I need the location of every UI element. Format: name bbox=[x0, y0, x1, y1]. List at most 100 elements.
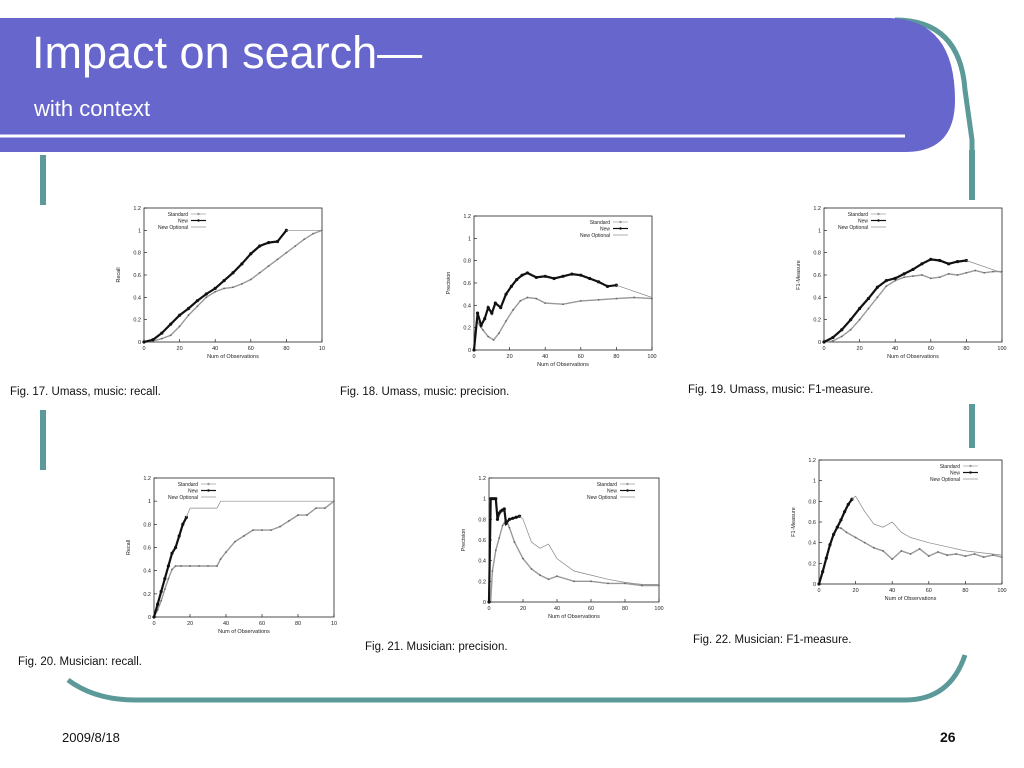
x-tick-label: 80 bbox=[622, 606, 628, 612]
data-point bbox=[522, 557, 524, 560]
data-point bbox=[178, 325, 181, 328]
legend-label: New Optional bbox=[930, 477, 960, 483]
data-point bbox=[486, 305, 490, 310]
data-point bbox=[588, 276, 592, 281]
y-tick-label: 0.8 bbox=[133, 251, 141, 257]
x-tick-label: 40 bbox=[223, 621, 229, 627]
legend-marker bbox=[197, 219, 200, 222]
data-point bbox=[858, 306, 862, 311]
data-point bbox=[938, 276, 941, 279]
y-tick-label: 0.8 bbox=[463, 259, 471, 265]
x-tick-label: 60 bbox=[578, 354, 584, 360]
data-point bbox=[918, 547, 921, 550]
data-point bbox=[152, 615, 156, 619]
x-tick-label: 100 bbox=[647, 354, 656, 360]
data-point bbox=[894, 279, 897, 282]
data-point bbox=[543, 274, 547, 278]
data-point bbox=[912, 275, 914, 278]
series-standard bbox=[823, 269, 1003, 343]
data-point bbox=[495, 517, 500, 521]
data-point bbox=[275, 239, 280, 244]
data-point bbox=[824, 556, 828, 560]
series-new-optional bbox=[616, 284, 653, 298]
data-point bbox=[321, 229, 323, 232]
data-point bbox=[507, 517, 511, 521]
frame-right-bar-bottom bbox=[969, 404, 975, 448]
data-point bbox=[160, 599, 163, 602]
legend-label: New bbox=[950, 470, 960, 476]
data-point bbox=[597, 298, 600, 301]
legend-marker bbox=[197, 212, 200, 216]
data-point bbox=[525, 271, 529, 275]
x-tick-label: 40 bbox=[542, 354, 548, 360]
data-point bbox=[504, 292, 508, 296]
legend-marker bbox=[969, 464, 972, 468]
data-point bbox=[556, 575, 558, 578]
legend-label: Standard bbox=[168, 212, 189, 218]
data-point bbox=[927, 555, 930, 557]
data-point bbox=[1001, 270, 1003, 273]
x-tick-label: 100 bbox=[997, 588, 1006, 594]
data-point bbox=[822, 340, 826, 344]
series-standard bbox=[153, 500, 335, 618]
y-tick-label: 1.2 bbox=[808, 458, 816, 464]
data-point bbox=[204, 292, 208, 296]
y-tick-label: 0.4 bbox=[478, 559, 486, 565]
x-tick-label: 0 bbox=[822, 346, 825, 352]
y-tick-label: 0.2 bbox=[478, 579, 486, 585]
y-tick-label: 0.4 bbox=[143, 569, 151, 575]
legend-label: New bbox=[188, 488, 198, 494]
data-point bbox=[207, 565, 209, 567]
y-tick-label: 0 bbox=[818, 340, 821, 346]
data-point bbox=[169, 334, 172, 337]
y-tick-label: 0.6 bbox=[813, 273, 821, 279]
data-point bbox=[156, 602, 160, 606]
caption-fig17: Fig. 17. Umass, music: recall. bbox=[10, 386, 161, 398]
data-point bbox=[231, 271, 235, 275]
series-line bbox=[616, 284, 653, 298]
data-point bbox=[312, 232, 314, 235]
data-point bbox=[893, 276, 897, 280]
series-line bbox=[153, 500, 335, 618]
legend-label: Standard bbox=[590, 220, 611, 226]
data-point bbox=[973, 553, 976, 555]
data-point bbox=[213, 286, 217, 290]
data-point bbox=[502, 507, 506, 511]
data-point bbox=[624, 582, 626, 585]
data-point bbox=[504, 521, 508, 526]
data-point bbox=[315, 507, 317, 510]
data-point bbox=[519, 299, 522, 302]
data-point bbox=[288, 519, 290, 522]
data-point bbox=[965, 271, 968, 274]
data-point bbox=[198, 565, 200, 567]
data-point bbox=[641, 584, 643, 587]
data-point bbox=[252, 529, 254, 532]
y-tick-label: 0.6 bbox=[463, 281, 471, 287]
data-point bbox=[832, 532, 836, 536]
data-point bbox=[520, 273, 524, 277]
data-point bbox=[561, 274, 565, 278]
data-point bbox=[285, 251, 288, 254]
data-point bbox=[219, 558, 222, 560]
data-point bbox=[902, 272, 906, 276]
data-point bbox=[492, 339, 495, 341]
y-tick-label: 0 bbox=[138, 340, 141, 346]
data-point bbox=[920, 262, 924, 266]
data-point bbox=[163, 577, 167, 581]
data-point bbox=[840, 527, 842, 530]
chart-fig19: 0 0.2 0.4 0.6 0.8 1 1.2 0 20 40 60 80 100 Num of Obse… bbox=[790, 200, 1010, 370]
y-tick-label: 0 bbox=[148, 615, 151, 621]
series-line bbox=[817, 498, 853, 585]
data-point bbox=[867, 307, 870, 310]
data-point bbox=[991, 554, 994, 556]
data-point bbox=[509, 284, 513, 288]
data-point bbox=[151, 338, 155, 342]
x-tick-label: 0 bbox=[152, 621, 155, 627]
y-tick-label: 0 bbox=[483, 600, 486, 606]
data-point bbox=[261, 529, 263, 532]
series-standard bbox=[489, 517, 660, 603]
data-point bbox=[875, 285, 879, 289]
legend-marker bbox=[619, 227, 622, 230]
